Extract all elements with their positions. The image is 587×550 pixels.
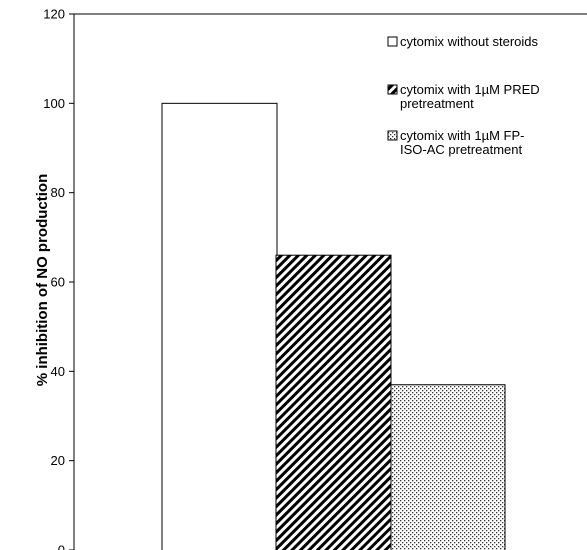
legend-label-3: ISO-AC pretreatment <box>400 142 522 157</box>
y-axis-label: % inhibition of NO production <box>34 174 51 386</box>
y-tick-label: 0 <box>58 543 65 550</box>
bar-3 <box>390 384 506 550</box>
legend-label-1: cytomix without steroids <box>400 34 538 49</box>
legend: cytomix without steroids cytomix with 1µM… <box>387 34 540 157</box>
y-tick-label: 60 <box>51 275 65 290</box>
y-tick-label: 100 <box>43 96 65 111</box>
y-tick-label: 80 <box>51 185 65 200</box>
legend-swatch-2 <box>387 84 398 95</box>
legend-swatch-1 <box>387 36 398 47</box>
y-axis-ticks: 0 20 40 60 80 100 120 <box>43 7 74 550</box>
legend-label-2: cytomix with 1µM PRED <box>400 82 540 97</box>
y-tick-label: 120 <box>43 7 65 22</box>
y-tick-label: 20 <box>51 453 65 468</box>
legend-label-3: cytomix with 1µM FP- <box>400 128 525 143</box>
legend-label-2: pretreatment <box>400 96 474 111</box>
bars <box>161 102 506 550</box>
bar-1 <box>161 102 278 550</box>
bar-2 <box>275 254 392 550</box>
legend-swatch-3 <box>387 130 398 141</box>
y-tick-label: 40 <box>51 364 65 379</box>
